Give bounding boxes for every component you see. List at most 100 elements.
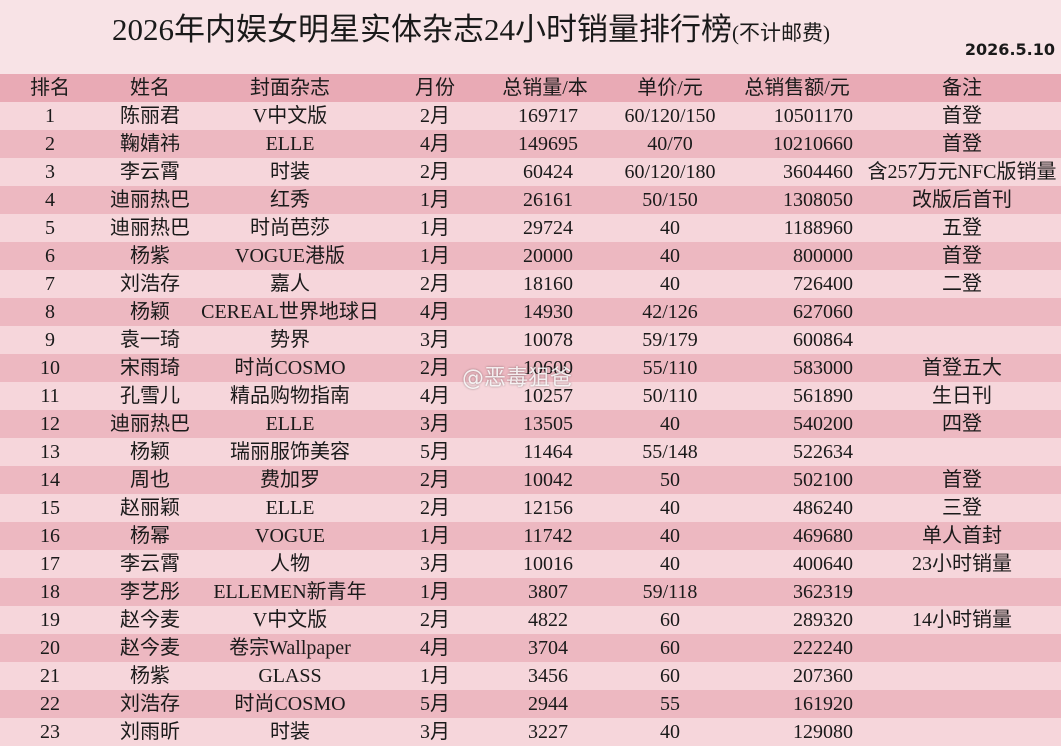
table-row: 17 李云霄 人物 3月 10016 40 400640 23小时销量 [0, 550, 1061, 578]
table-cell: 50/110 [642, 385, 698, 407]
table-cell: 单人首封 [922, 525, 1002, 547]
table-cell: 60/120/180 [624, 161, 716, 183]
table-cell: 7 [45, 273, 55, 295]
table-cell: 14 [40, 469, 60, 491]
column-header: 单价/元 [637, 77, 703, 99]
table-cell: 2944 [528, 693, 568, 715]
table-row: 8 杨颖 CEREAL世界地球日 4月 14930 42/126 627060 [0, 298, 1061, 326]
table-cell: 时尚芭莎 [250, 217, 330, 239]
table-cell: VOGUE港版 [235, 245, 345, 267]
table-cell: 3456 [528, 665, 568, 687]
table-row: 16 杨幂 VOGUE 1月 11742 40 469680 单人首封 [0, 522, 1061, 550]
table-cell: 23 [40, 721, 60, 743]
table-cell: 势界 [270, 329, 310, 351]
table-cell: 1月 [420, 665, 450, 687]
header-row: 排名 姓名 封面杂志 月份 总销量/本 单价/元 总销售额/元 备注 [0, 74, 1061, 102]
table-cell: ELLE [265, 413, 315, 435]
table-cell: 18 [40, 581, 60, 603]
table-cell: 含257万元NFC版销量 [867, 161, 1057, 183]
table-cell: 16 [40, 525, 60, 547]
table-cell: 杨颖 [130, 441, 170, 463]
table-cell: 11 [40, 385, 60, 407]
table-cell: 161920 [793, 693, 853, 715]
table: 排名 姓名 封面杂志 月份 总销量/本 单价/元 总销售额/元 备注 1 陈丽君 V中文版 2月 169… [0, 74, 1061, 746]
table-cell: 60 [660, 665, 680, 687]
table-cell: 10042 [523, 469, 573, 491]
table-cell: 赵丽颖 [120, 497, 180, 519]
table-cell: 周也 [130, 469, 170, 491]
table-cell: 2 [45, 133, 55, 155]
table-cell: 陈丽君 [120, 105, 180, 127]
table-row: 13 杨颖 瑞丽服饰美容 5月 11464 55/148 522634 [0, 438, 1061, 466]
table-cell: 60 [660, 609, 680, 631]
table-cell: 卷宗Wallpaper [229, 637, 351, 659]
table-row: 23 刘雨昕 时装 3月 3227 40 129080 [0, 718, 1061, 746]
table-cell: 改版后首刊 [912, 189, 1012, 211]
table-cell: 40 [660, 525, 680, 547]
table-cell: 20000 [523, 245, 573, 267]
table-cell: 首登 [942, 469, 982, 491]
table-cell: 3807 [528, 581, 568, 603]
table-cell: 首登 [942, 245, 982, 267]
table-cell: ELLE [265, 133, 315, 155]
table-row: 6 杨紫 VOGUE港版 1月 20000 40 800000 首登 [0, 242, 1061, 270]
subtitle: (不计邮费) [732, 21, 830, 45]
table-cell: 26161 [523, 189, 573, 211]
table-cell: 3227 [528, 721, 568, 743]
table-cell: 瑞丽服饰美容 [230, 441, 350, 463]
table-cell: 40 [660, 413, 680, 435]
table-cell: 10501170 [773, 105, 853, 127]
table-cell: 杨幂 [130, 525, 170, 547]
table-cell: ELLEMEN新青年 [213, 581, 367, 603]
table-cell: 19 [40, 609, 60, 631]
table-row: 9 袁一琦 势界 3月 10078 59/179 600864 [0, 326, 1061, 354]
table-cell: 4月 [420, 133, 450, 155]
table-cell: V中文版 [252, 609, 328, 631]
column-header: 总销量/本 [502, 77, 588, 99]
table-row: 18 李艺彤 ELLEMEN新青年 1月 3807 59/118 362319 [0, 578, 1061, 606]
table-row: 14 周也 费加罗 2月 10042 50 502100 首登 [0, 466, 1061, 494]
table-cell: 20 [40, 637, 60, 659]
table-cell: 800000 [793, 245, 853, 267]
title: 2026年内娱女明星实体杂志24小时销量排行榜 [112, 12, 732, 47]
table-cell: 刘浩存 [120, 693, 180, 715]
table-row: 7 刘浩存 嘉人 2月 18160 40 726400 二登 [0, 270, 1061, 298]
table-cell: 10257 [523, 385, 573, 407]
table-cell: 2月 [420, 497, 450, 519]
column-header: 排名 [30, 77, 70, 99]
table-cell: 10600 [523, 357, 573, 379]
table-cell: 14930 [523, 301, 573, 323]
table-cell: 40 [660, 273, 680, 295]
table-cell: V中文版 [252, 105, 328, 127]
table-cell: 15 [40, 497, 60, 519]
table-cell: 四登 [942, 413, 982, 435]
table-row: 12 迪丽热巴 ELLE 3月 13505 40 540200 四登 [0, 410, 1061, 438]
table-cell: 1188960 [783, 217, 853, 239]
table-cell: GLASS [258, 665, 322, 687]
table-cell: 红秀 [270, 189, 310, 211]
table-cell: 2月 [420, 357, 450, 379]
table-cell: 502100 [793, 469, 853, 491]
table-cell: 207360 [793, 665, 853, 687]
column-header: 月份 [415, 77, 455, 99]
table-cell: 40 [660, 721, 680, 743]
column-header: 姓名 [130, 77, 170, 99]
table-cell: 11742 [523, 525, 573, 547]
table-cell: 鞠婧祎 [120, 133, 180, 155]
table-cell: 129080 [793, 721, 853, 743]
table-cell: 杨颖 [130, 301, 170, 323]
table-cell: 59/118 [642, 581, 698, 603]
table-cell: 10016 [523, 553, 573, 575]
table-cell: 522634 [793, 441, 853, 463]
table-row: 21 杨紫 GLASS 1月 3456 60 207360 [0, 662, 1061, 690]
table-cell: 时装 [270, 161, 310, 183]
table-cell: 8 [45, 301, 55, 323]
table-cell: 2月 [420, 273, 450, 295]
table-cell: 40 [660, 245, 680, 267]
table-cell: 孔雪儿 [120, 385, 180, 407]
title-block: 2026年内娱女明星实体杂志24小时销量排行榜(不计邮费) [112, 4, 830, 49]
table-cell: 222240 [793, 637, 853, 659]
table-cell: 55/110 [642, 357, 698, 379]
table-cell: 人物 [270, 553, 310, 575]
table-cell: 4 [45, 189, 55, 211]
